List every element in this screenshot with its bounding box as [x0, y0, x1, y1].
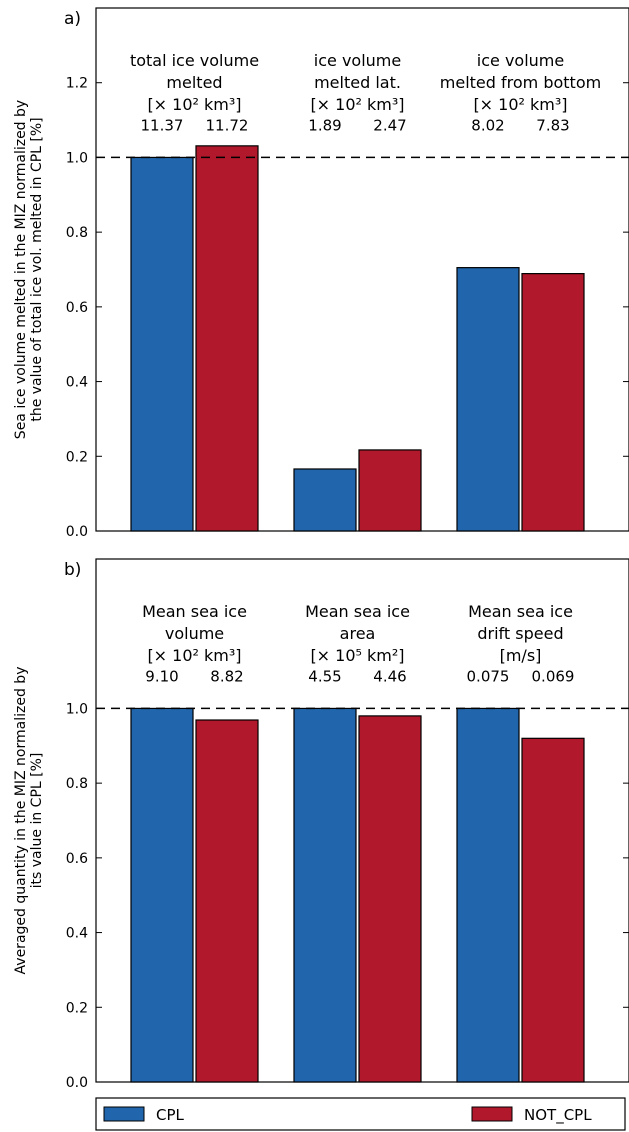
data-label: 1.89: [308, 116, 341, 134]
y-axis-label: its value in CPL [%]: [29, 753, 45, 889]
data-label: 8.02: [471, 116, 504, 134]
data-label: 11.72: [206, 116, 249, 134]
bar-cpl: [293, 468, 357, 532]
chart-panel-2: b) 0.0 0.2 0.4 0.6 0.8 1.0 Averaged quantity in…: [13, 558, 629, 1091]
bar-not-cpl: [521, 273, 585, 532]
panel-label: b): [64, 560, 81, 580]
bar-not-cpl: [521, 737, 585, 1083]
group-title: Mean sea ice: [468, 602, 573, 621]
y-tick-label: 0.0: [66, 524, 88, 540]
data-label: 7.83: [536, 116, 569, 134]
y-axis-label: the value of total ice vol. melted in CP…: [29, 117, 45, 421]
data-label: 0.075: [467, 667, 510, 685]
group-title: total ice volume: [130, 51, 259, 70]
bar-cpl: [130, 156, 194, 532]
group-title: melted lat.: [314, 73, 401, 92]
y-tick-label: 0.4: [66, 926, 88, 942]
group-title: [× 10² km³]: [473, 95, 567, 114]
panel-label: a): [64, 9, 81, 29]
legend: CPL NOT_CPL: [95, 1097, 626, 1131]
bar-not-cpl: [195, 145, 259, 532]
group-title: melted: [166, 73, 222, 92]
bar-cpl: [293, 707, 357, 1083]
group-title: Mean sea ice: [305, 602, 410, 621]
group-title: [× 10² km³]: [310, 95, 404, 114]
legend-label-cpl: CPL: [156, 1106, 185, 1124]
y-tick-label: 1.0: [66, 150, 88, 166]
y-tick-label: 0.0: [66, 1075, 88, 1091]
y-axis-label: Averaged quantity in the MIZ normalized …: [13, 667, 29, 975]
bar-not-cpl: [358, 449, 422, 532]
legend-swatch-not-cpl: [471, 1106, 513, 1122]
data-label: 9.10: [145, 667, 178, 685]
group-title: ice volume: [477, 51, 564, 70]
bar-cpl: [130, 707, 194, 1083]
y-tick-label: 0.2: [66, 449, 88, 465]
y-axis-label: Sea ice volume melted in the MIZ normali…: [13, 100, 29, 439]
data-label: 11.37: [141, 116, 184, 134]
data-label: 4.55: [308, 667, 341, 685]
group-title: [× 10² km³]: [147, 646, 241, 665]
y-tick-label: 0.8: [66, 225, 88, 241]
group-title: Mean sea ice: [142, 602, 247, 621]
group-title: drift speed: [477, 624, 563, 643]
legend-swatch-cpl: [103, 1106, 145, 1122]
y-tick-label: 0.4: [66, 375, 88, 391]
y-tick-label: 1.0: [66, 701, 88, 717]
bar-cpl: [456, 267, 520, 532]
data-label: 4.46: [373, 667, 406, 685]
group-title: area: [340, 624, 376, 643]
group-title: [m/s]: [500, 646, 542, 665]
data-label: 0.069: [532, 667, 575, 685]
y-tick-label: 0.6: [66, 851, 88, 867]
data-label: 8.82: [210, 667, 243, 685]
y-tick-label: 0.8: [66, 776, 88, 792]
group-title: [× 10² km³]: [147, 95, 241, 114]
bar-not-cpl: [358, 715, 422, 1083]
legend-box: [95, 1097, 626, 1131]
data-label: 2.47: [373, 116, 406, 134]
legend-label-not-cpl: NOT_CPL: [524, 1106, 592, 1125]
y-tick-label: 0.6: [66, 300, 88, 316]
group-title: ice volume: [314, 51, 401, 70]
y-tick-label: 0.2: [66, 1000, 88, 1016]
group-title: volume: [165, 624, 224, 643]
y-tick-label: 1.2: [66, 76, 88, 92]
bar-not-cpl: [195, 719, 259, 1083]
group-title: melted from bottom: [440, 73, 601, 92]
chart-panel-1: a) 0.0 0.2 0.4 0.6 0.8 1.0 1.2 Sea ice volume me…: [13, 7, 629, 540]
bar-cpl: [456, 707, 520, 1083]
group-title: [× 10⁵ km²]: [310, 646, 404, 665]
